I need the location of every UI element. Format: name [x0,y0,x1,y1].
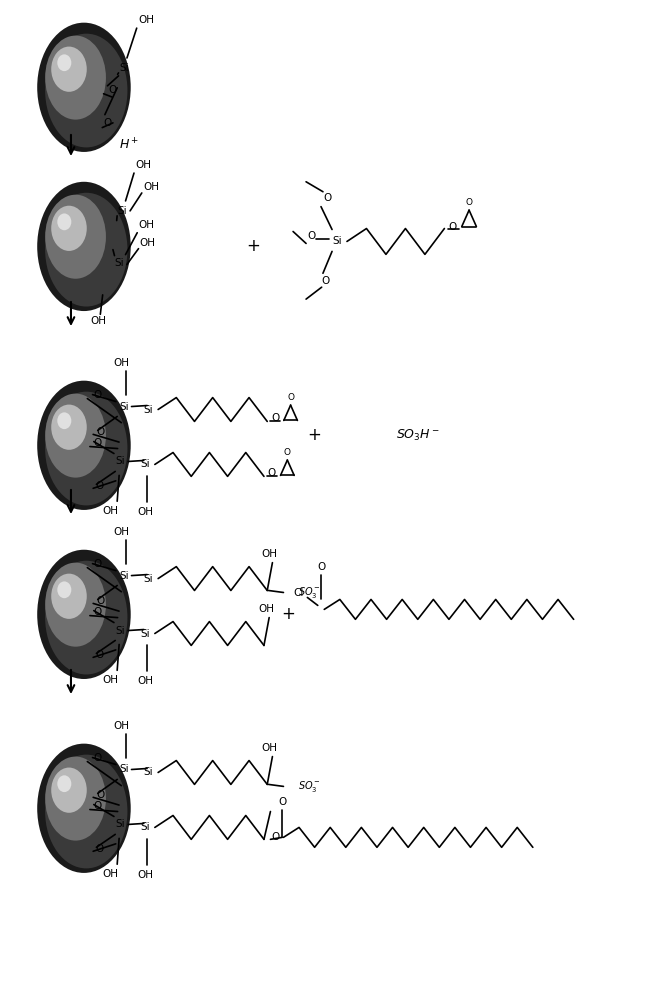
Text: O: O [271,413,279,423]
Text: $SO_3^-$: $SO_3^-$ [299,779,322,794]
Text: OH: OH [136,160,151,170]
Text: O: O [103,118,111,128]
Text: Si: Si [116,456,125,466]
Ellipse shape [57,775,71,792]
Text: O: O [268,468,276,478]
Text: +: + [246,237,260,255]
Text: O: O [109,85,117,95]
Ellipse shape [57,412,71,429]
Text: +: + [308,426,322,444]
Text: Si: Si [119,63,128,73]
Text: O: O [97,790,105,800]
Text: OH: OH [90,316,106,326]
Text: OH: OH [114,358,130,368]
Text: Si: Si [143,767,153,777]
Ellipse shape [51,206,86,251]
Text: Si: Si [116,626,125,636]
Text: $H^+$: $H^+$ [119,137,140,153]
Text: Si: Si [333,236,342,246]
Text: O: O [317,562,325,572]
Text: O: O [284,448,291,457]
Text: O: O [97,596,105,606]
Ellipse shape [45,394,106,478]
Text: O: O [466,198,472,207]
Text: OH: OH [114,721,130,731]
Ellipse shape [45,755,128,868]
Text: Si: Si [119,764,128,774]
Ellipse shape [37,744,131,873]
Text: OH: OH [114,527,130,537]
Text: OH: OH [138,15,154,25]
Text: Si: Si [140,629,150,639]
Text: OH: OH [137,507,153,517]
Ellipse shape [45,195,106,279]
Text: O: O [97,427,105,437]
Text: Si: Si [116,819,125,829]
Ellipse shape [37,23,131,152]
Text: OH: OH [143,182,159,192]
Ellipse shape [37,381,131,510]
Ellipse shape [45,561,128,674]
Text: Si: Si [119,571,128,581]
Text: O: O [94,607,102,617]
Ellipse shape [57,213,71,230]
Text: O: O [94,801,102,811]
Text: Si: Si [117,206,127,216]
Text: O: O [287,393,294,402]
Text: OH: OH [259,604,274,614]
Text: O: O [94,438,102,448]
Text: O: O [278,797,286,807]
Text: O: O [96,650,103,660]
Ellipse shape [45,563,106,647]
Text: OH: OH [103,506,119,516]
Text: OH: OH [140,238,156,248]
Text: Si: Si [140,459,150,469]
Text: OH: OH [262,743,278,753]
Ellipse shape [45,757,106,841]
Text: +: + [282,605,295,623]
Text: O: O [307,231,316,241]
Ellipse shape [51,574,86,619]
Text: O: O [96,481,103,491]
Ellipse shape [37,182,131,311]
Text: OH: OH [103,869,119,879]
Text: O: O [94,390,102,400]
Text: Cl: Cl [293,588,303,598]
Text: O: O [94,559,102,569]
Ellipse shape [45,392,128,505]
Ellipse shape [45,193,128,307]
Text: O: O [448,222,457,232]
Text: O: O [94,753,102,763]
Ellipse shape [57,581,71,598]
Ellipse shape [51,405,86,450]
Text: O: O [272,832,280,842]
Ellipse shape [45,34,128,147]
Text: Si: Si [119,402,128,412]
Ellipse shape [51,47,86,92]
Text: OH: OH [137,676,153,686]
Text: Si: Si [114,258,124,268]
Text: O: O [322,276,329,286]
Text: Si: Si [140,822,150,832]
Ellipse shape [51,768,86,813]
Ellipse shape [45,36,106,120]
Text: $SO_3^-$: $SO_3^-$ [299,585,322,600]
Text: Si: Si [143,574,153,584]
Text: OH: OH [262,549,278,559]
Text: OH: OH [137,870,153,880]
Ellipse shape [37,550,131,679]
Text: O: O [324,193,331,203]
Text: Si: Si [143,405,153,415]
Text: O: O [96,844,103,854]
Text: $SO_3H^-$: $SO_3H^-$ [396,428,440,443]
Ellipse shape [57,54,71,71]
Text: OH: OH [103,675,119,685]
Text: OH: OH [138,220,155,230]
